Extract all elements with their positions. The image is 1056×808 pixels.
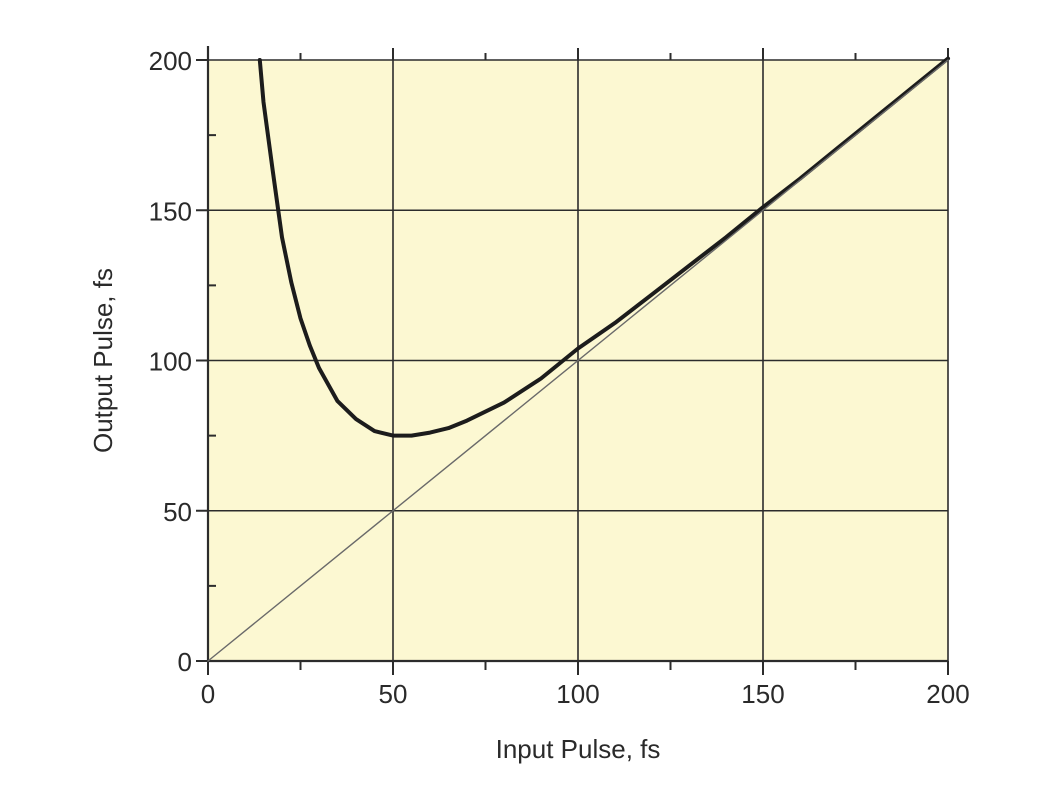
x-tick-label: 50 xyxy=(379,679,408,709)
y-tick-label: 50 xyxy=(163,497,192,527)
y-tick-label: 150 xyxy=(149,196,192,226)
y-tick-label: 100 xyxy=(149,347,192,377)
x-tick-label: 100 xyxy=(556,679,599,709)
y-tick-label: 0 xyxy=(178,647,192,677)
x-tick-label: 150 xyxy=(741,679,784,709)
series-line-output-curve xyxy=(257,56,950,438)
y-tick-label: 200 xyxy=(149,46,192,76)
x-tick-label: 200 xyxy=(926,679,969,709)
series-line-reference-diagonal xyxy=(207,59,949,662)
y-axis-title: Output Pulse, fs xyxy=(88,268,118,453)
x-tick-label: 0 xyxy=(201,679,215,709)
x-axis-title: Input Pulse, fs xyxy=(496,734,661,764)
